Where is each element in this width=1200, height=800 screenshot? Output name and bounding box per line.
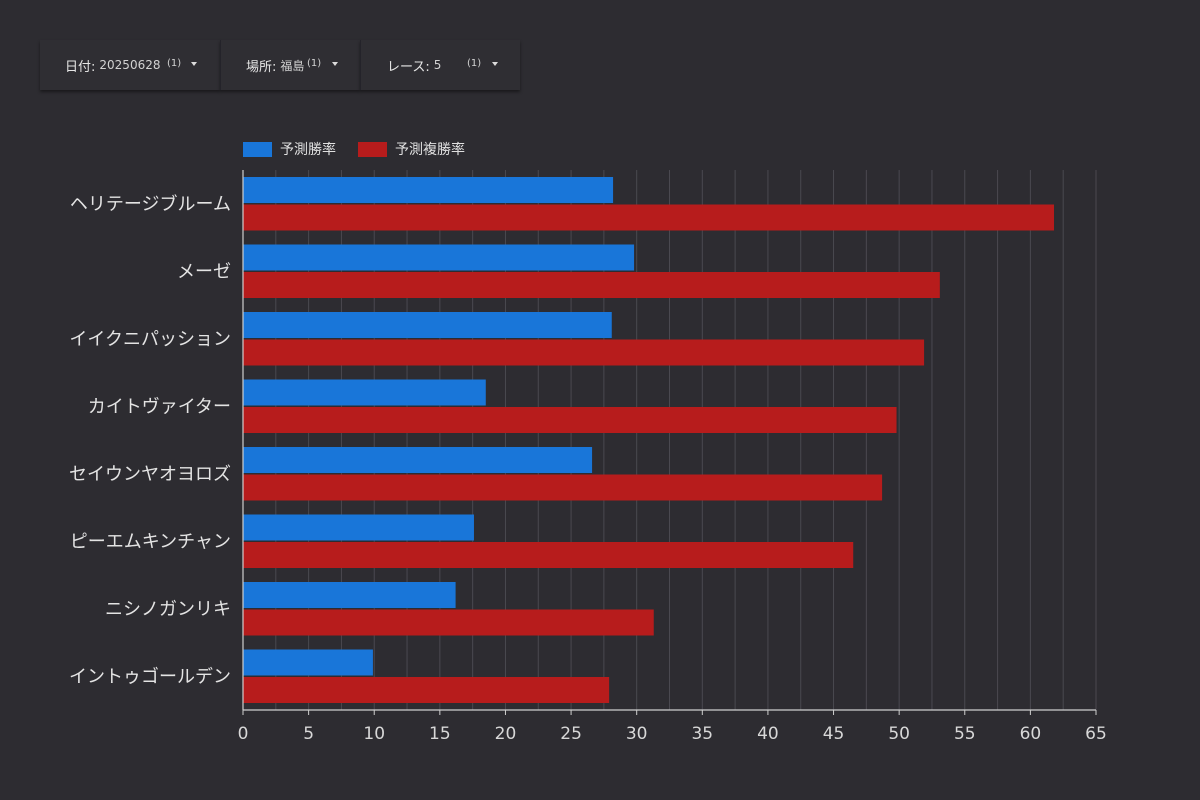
x-tick-label: 45 [823,724,845,744]
chart-axes [242,170,1097,715]
filter-bar: 日付: 20250628 (1) 場所: 福島 (1) レース: 5 (1) [40,40,520,90]
x-tick-label: 30 [626,724,648,744]
place-filter[interactable]: 場所: 福島 (1) [220,40,360,90]
y-tick-label: セイウンヤオヨロズ [69,464,231,485]
x-tick-label: 60 [1020,724,1042,744]
race-filter-count: (1) [467,58,482,69]
place-filter-label: 場所: [246,59,277,75]
bar-place-rate [243,609,654,636]
date-filter-value: 20250628 [99,58,161,72]
bar-place-rate [243,474,883,501]
x-tick-label: 35 [691,724,713,744]
y-tick-label: イイクニパッション [69,329,231,350]
x-tick-label: 10 [363,724,385,744]
bar-place-rate [243,677,610,703]
place-filter-count: (1) [307,58,322,69]
dropdown-arrow-icon[interactable] [492,62,498,66]
legend-label-win-rate: 予測勝率 [280,142,336,158]
x-tick-label: 55 [954,724,976,744]
bar-win-rate [243,312,612,338]
bar-place-rate [243,542,854,568]
y-tick-label: ヘリテージブルーム [70,193,231,215]
x-tick-label: 65 [1085,724,1107,744]
bar-win-rate [243,244,635,271]
bar-place-rate [243,204,1055,231]
y-tick-label: カイトヴァイター [88,397,231,418]
bar-win-rate [243,582,456,608]
bar-place-rate [243,272,940,298]
dropdown-arrow-icon[interactable] [191,62,197,66]
y-tick-label: メーゼ [177,262,231,283]
bar-win-rate [243,379,486,406]
bar-win-rate [243,649,373,676]
place-filter-value: 福島 [280,58,305,73]
race-filter-label: レース: [387,59,430,75]
race-filter-value: 5 [433,58,442,72]
x-tick-label: 5 [303,724,314,744]
bar-win-rate [243,177,614,203]
chart-legend: 予測勝率 予測複勝率 [243,139,487,159]
bar-place-rate [243,407,897,433]
bar-place-rate [243,339,925,366]
x-tick-label: 15 [429,724,451,744]
bar-win-rate [243,514,474,541]
dropdown-arrow-icon[interactable] [332,62,338,66]
legend-item-win-rate[interactable]: 予測勝率 [243,139,336,159]
chart-bars [243,177,1055,703]
x-tick-label: 40 [757,724,779,744]
x-tick-label: 0 [238,724,249,744]
bar-win-rate [243,447,593,473]
legend-label-place-rate: 予測複勝率 [395,142,465,158]
legend-swatch-blue [243,141,272,157]
y-tick-label: ニシノガンリキ [105,599,231,620]
race-filter[interactable]: レース: 5 (1) [360,40,520,90]
x-tick-label: 20 [495,724,517,744]
date-filter-label: 日付: [65,59,96,75]
y-tick-label: ピーエムキンチャン [70,532,231,553]
date-filter-count: (1) [167,58,182,69]
y-axis-labels: ヘリテージブルームメーゼイイクニパッションカイトヴァイターセイウンヤオヨロズピー… [69,193,231,688]
x-axis-labels: 0 5 10 15 20 25 30 35 40 45 50 55 60 65 [238,724,1107,744]
legend-item-place-rate[interactable]: 予測複勝率 [358,139,465,159]
legend-swatch-red [358,141,387,157]
y-tick-label: イントゥゴールデン [69,667,231,688]
date-filter[interactable]: 日付: 20250628 (1) [40,40,220,90]
x-tick-label: 25 [560,724,582,744]
x-tick-label: 50 [888,724,910,744]
